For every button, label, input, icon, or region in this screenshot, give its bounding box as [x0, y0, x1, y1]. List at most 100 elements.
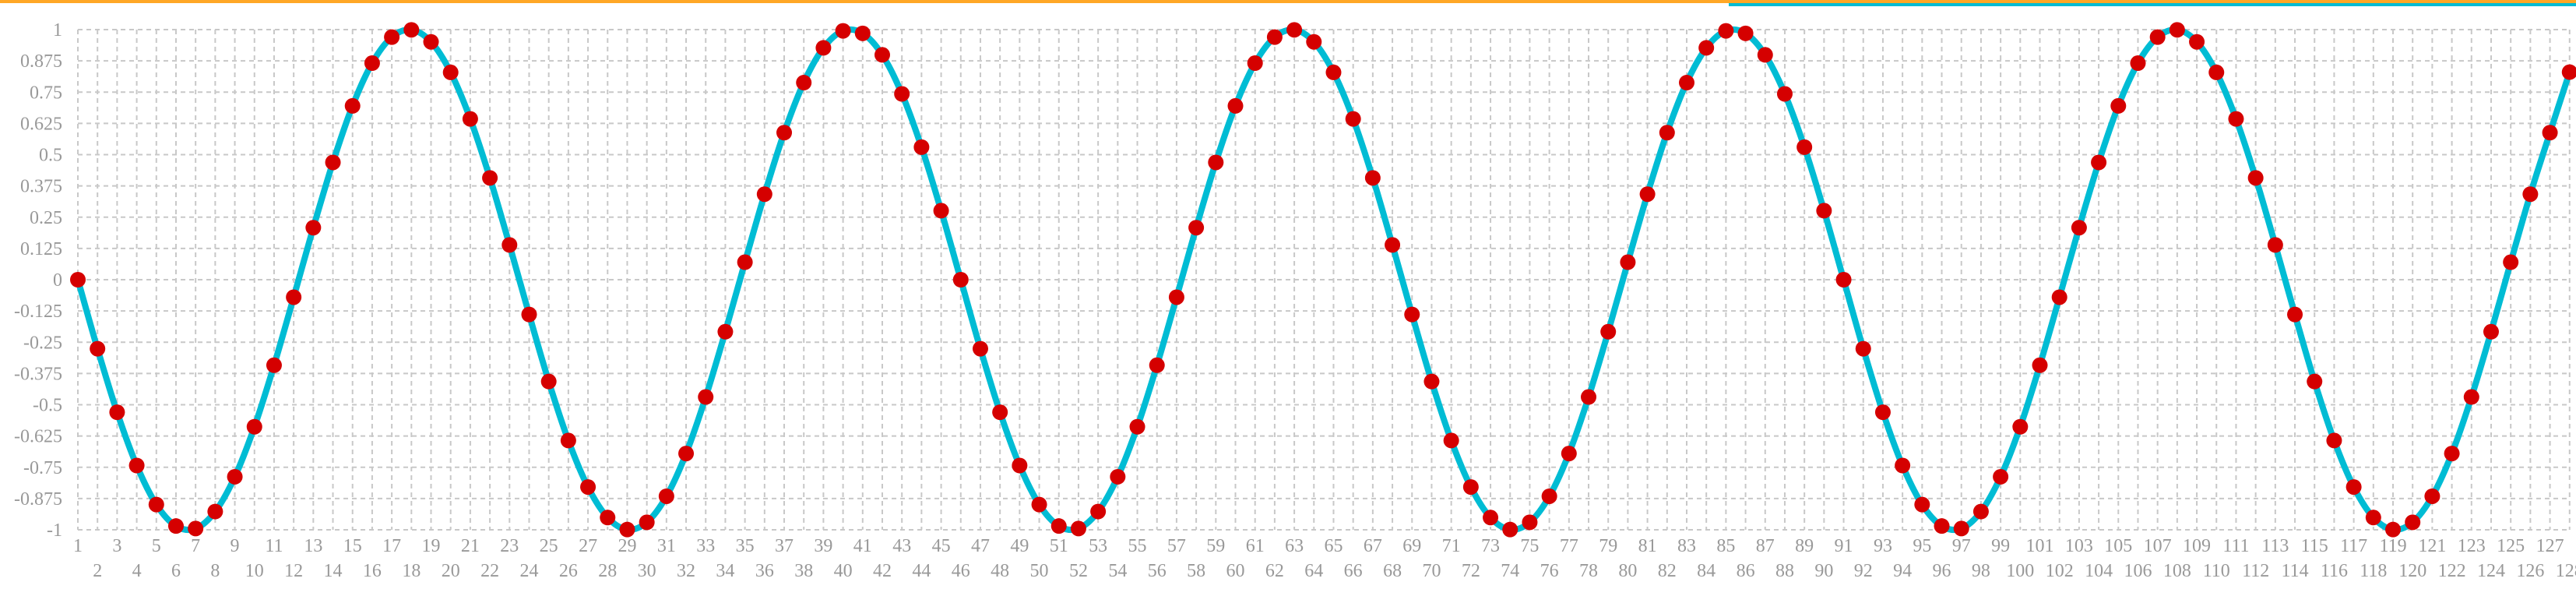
- data-point: [2091, 154, 2107, 171]
- x-tick-label: 12: [284, 561, 303, 581]
- x-tick-label: 71: [1442, 536, 1461, 556]
- x-tick-label: 2: [93, 561, 102, 581]
- data-point: [1600, 323, 1617, 340]
- data-point: [737, 254, 753, 270]
- data-point: [2130, 55, 2146, 72]
- data-point: [1797, 139, 1813, 155]
- x-tick-label: 24: [519, 561, 538, 581]
- data-point: [325, 154, 341, 171]
- data-point: [2385, 521, 2402, 538]
- x-tick-label: 119: [2379, 536, 2406, 556]
- x-tick-label: 87: [1756, 536, 1775, 556]
- x-tick-label: 110: [2203, 561, 2230, 581]
- data-point: [2169, 22, 2185, 38]
- x-tick-label: 90: [1814, 561, 1833, 581]
- x-tick-label: 60: [1226, 561, 1245, 581]
- data-point: [2071, 220, 2087, 236]
- x-tick-label: 102: [2046, 561, 2074, 581]
- x-tick-label: 10: [245, 561, 264, 581]
- x-tick-label: 70: [1422, 561, 1441, 581]
- data-point: [148, 496, 164, 513]
- x-tick-label: 84: [1697, 561, 1716, 581]
- data-point: [1816, 203, 1832, 219]
- x-tick-label: 56: [1148, 561, 1167, 581]
- data-point: [894, 86, 910, 102]
- data-point: [188, 520, 204, 537]
- y-tick-label: 0.125: [20, 239, 62, 259]
- x-tick-label: 15: [343, 536, 362, 556]
- data-point: [1208, 154, 1224, 171]
- data-point: [1659, 125, 1675, 141]
- x-tick-label: 23: [500, 536, 519, 556]
- x-tick-label: 113: [2261, 536, 2289, 556]
- x-tick-label: 53: [1089, 536, 1107, 556]
- x-tick-label: 20: [442, 561, 460, 581]
- x-tick-label: 3: [112, 536, 121, 556]
- x-tick-label: 22: [480, 561, 499, 581]
- x-tick-label: 50: [1030, 561, 1049, 581]
- data-point: [2405, 514, 2421, 531]
- data-point: [678, 446, 695, 462]
- data-point: [1483, 510, 1499, 526]
- data-point: [423, 34, 439, 50]
- x-tick-label: 82: [1658, 561, 1677, 581]
- y-tick-label: -1: [47, 520, 62, 541]
- data-point: [600, 510, 616, 526]
- data-point: [2365, 510, 2381, 526]
- x-tick-label: 39: [814, 536, 832, 556]
- data-point: [2208, 64, 2225, 80]
- data-point: [246, 418, 262, 435]
- data-point: [364, 55, 380, 72]
- x-tick-label: 43: [892, 536, 911, 556]
- x-tick-label: 81: [1638, 536, 1657, 556]
- data-point: [639, 514, 655, 531]
- data-point: [1561, 446, 1577, 462]
- data-point: [286, 289, 302, 305]
- x-tick-label: 96: [1933, 561, 1951, 581]
- data-point: [167, 518, 184, 534]
- y-tick-label: 0: [53, 270, 62, 291]
- x-tick-label: 97: [1952, 536, 1971, 556]
- data-point: [109, 404, 125, 421]
- data-point: [1050, 518, 1067, 534]
- y-tick-label: -0.875: [14, 489, 62, 510]
- data-point: [717, 323, 734, 340]
- data-point: [2463, 389, 2479, 405]
- x-tick-label: 125: [2497, 536, 2525, 556]
- y-tick-label: 0.875: [20, 51, 62, 72]
- data-point: [1639, 186, 1656, 203]
- data-point: [1306, 34, 1322, 50]
- data-point: [756, 186, 772, 203]
- data-point: [1620, 254, 1636, 270]
- x-tick-label: 14: [324, 561, 343, 581]
- data-point: [1776, 86, 1793, 102]
- x-tick-label: 42: [873, 561, 892, 581]
- data-point: [2247, 170, 2264, 186]
- data-point: [1522, 514, 1538, 531]
- x-tick-label: 78: [1579, 561, 1598, 581]
- x-tick-label: 18: [402, 561, 421, 581]
- x-tick-label: 126: [2516, 561, 2544, 581]
- data-point: [1993, 468, 2009, 485]
- data-point: [619, 521, 635, 538]
- data-point: [1110, 468, 1126, 485]
- data-point: [2424, 488, 2441, 504]
- data-point: [952, 272, 969, 287]
- x-tick-label: 21: [461, 536, 480, 556]
- data-point: [1325, 64, 1342, 80]
- data-point: [90, 340, 106, 357]
- x-tick-label: 89: [1795, 536, 1814, 556]
- x-tick-label: 58: [1187, 561, 1205, 581]
- data-point: [2483, 323, 2499, 340]
- x-tick-label: 116: [2321, 561, 2348, 581]
- data-point: [2444, 446, 2460, 462]
- y-tick-label: 0.375: [20, 177, 62, 197]
- data-point: [462, 111, 478, 127]
- x-tick-label: 65: [1324, 536, 1343, 556]
- x-tick-label: 57: [1167, 536, 1186, 556]
- x-tick-label: 91: [1835, 536, 1853, 556]
- data-point: [1247, 55, 1263, 72]
- data-point: [854, 25, 871, 41]
- x-tick-label: 80: [1618, 561, 1637, 581]
